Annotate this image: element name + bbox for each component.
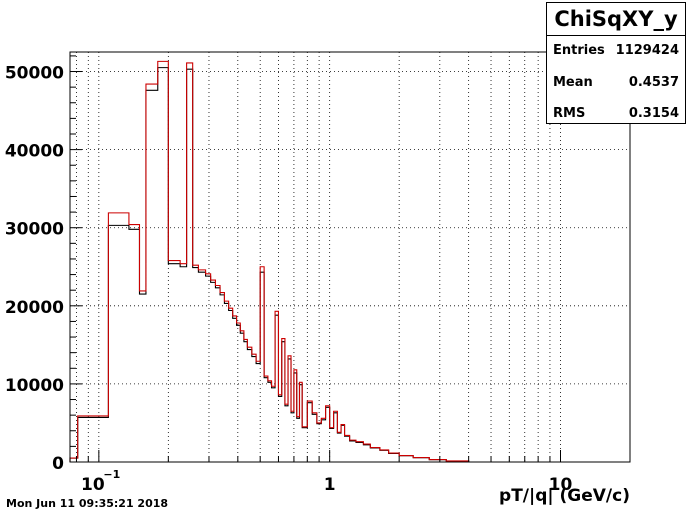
x-tick-label: 10 [549,475,573,495]
y-tick-label: 0 [52,454,64,474]
plot-frame [69,51,631,463]
timestamp: Mon Jun 11 09:35:21 2018 [6,497,169,510]
stats-value: 0.4537 [628,75,679,90]
histogram-series [69,60,630,463]
x-tick-label: 1 [324,475,336,495]
x-axis-ticks: 10−11 10 [75,450,631,495]
y-tick-label: 20000 [5,298,64,318]
histogram-line-red [69,60,630,463]
stats-row-entries: Entries 1129424 [553,41,679,61]
x-tick-label: 10 [81,475,105,495]
stats-box: ChiSqXY_y Entries 1129424 Mean 0.4537 RM… [546,2,686,124]
stats-label: Entries [553,43,605,58]
y-tick-label: 10000 [5,376,64,396]
y-tick-label: 40000 [5,142,64,162]
stats-row-mean: Mean 0.4537 [553,73,679,93]
y-axis-ticks: 0 10000 20000 30000 40000 50000 [5,55,82,474]
x-tick-exponent: −1 [103,468,120,481]
stats-value: 0.3154 [628,106,679,121]
stats-label: Mean [553,75,593,90]
plot-area [70,52,630,462]
y-tick-label: 50000 [5,64,64,84]
stats-value: 1129424 [615,43,679,58]
y-tick-label: 30000 [5,220,64,240]
x-axis-title: pT/|q| (GeV/c) [499,486,630,506]
stats-label: RMS [553,106,586,121]
stats-title: ChiSqXY_y [547,3,685,36]
stats-row-rms: RMS 0.3154 [553,104,679,124]
